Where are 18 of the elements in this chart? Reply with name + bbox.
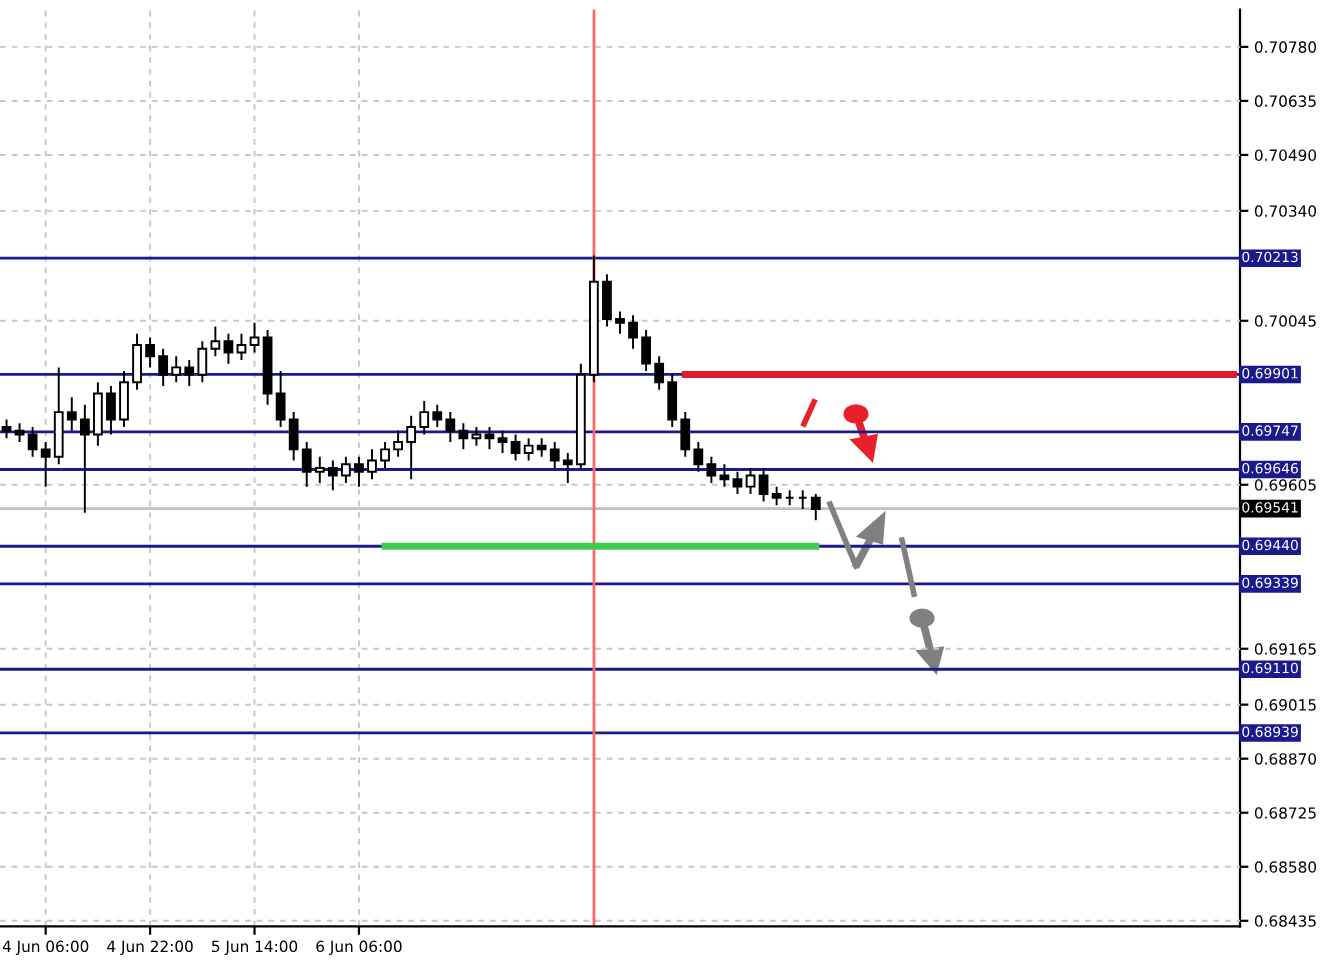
- candlestick: [784, 489, 795, 507]
- candlestick: [810, 493, 821, 522]
- candlestick: [249, 321, 260, 354]
- candlestick: [223, 332, 234, 365]
- candlestick: [236, 332, 247, 361]
- candlestick: [758, 467, 769, 503]
- candlestick: [719, 463, 730, 488]
- candlestick: [797, 489, 808, 510]
- candlestick: [510, 433, 521, 462]
- candlestick: [745, 467, 756, 496]
- candlestick: [497, 429, 508, 455]
- candlestick: [262, 329, 273, 406]
- candlestick: [732, 470, 743, 496]
- candlestick: [471, 426, 482, 447]
- candlestick: [1, 418, 12, 440]
- candlestick: [14, 422, 25, 443]
- candlestick: [484, 426, 495, 451]
- candlestick: [771, 485, 782, 507]
